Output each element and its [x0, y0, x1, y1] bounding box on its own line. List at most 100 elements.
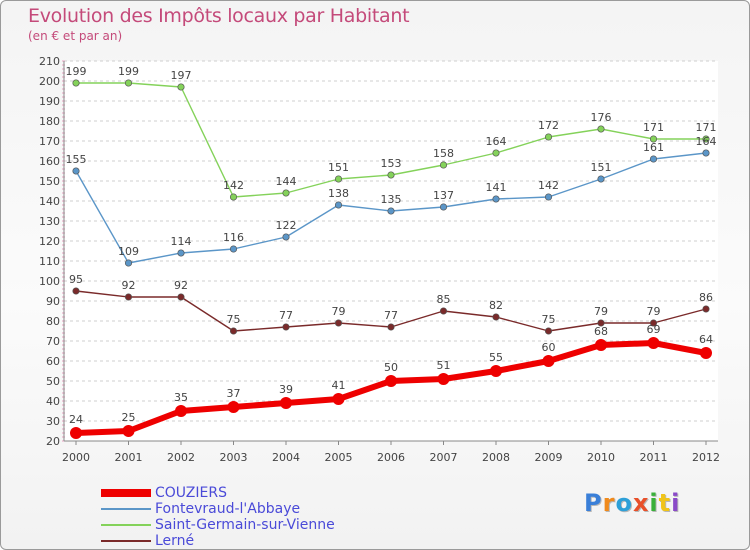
data-label: 95	[69, 273, 83, 286]
data-label: 82	[489, 299, 503, 312]
legend-label: Fontevraud-l'Abbaye	[155, 501, 301, 517]
data-label: 85	[437, 293, 451, 306]
data-label: 161	[643, 141, 664, 154]
data-point	[332, 393, 345, 405]
y-tick-label: 190	[39, 95, 60, 108]
data-label: 109	[118, 245, 139, 258]
data-label: 172	[538, 119, 559, 132]
data-point	[595, 339, 607, 351]
data-point	[492, 149, 500, 157]
data-label: 137	[433, 189, 454, 202]
data-point	[124, 79, 133, 87]
data-label: 171	[696, 121, 717, 134]
data-point	[700, 347, 712, 359]
x-tick-label: 2001	[115, 451, 143, 464]
chart-title: Evolution des Impôts locaux par Habitant	[28, 5, 410, 27]
logo-letter: t	[658, 489, 672, 517]
data-label: 25	[122, 411, 136, 424]
data-label: 122	[276, 219, 297, 232]
data-point	[229, 327, 238, 335]
label-layer: 24 25 35 37 39 41 50 51 55 60 68 69 64 155 109 114 116 12…	[66, 65, 717, 426]
data-label: 155	[66, 153, 87, 166]
data-point	[177, 249, 185, 257]
chart-subtitle: (en € et par an)	[28, 29, 123, 43]
legend-swatch	[101, 508, 151, 510]
data-label: 164	[696, 135, 717, 148]
x-tick-label: 2003	[220, 451, 248, 464]
data-label: 199	[118, 65, 139, 78]
data-point	[702, 305, 710, 313]
data-point	[597, 175, 605, 183]
data-point	[490, 365, 502, 377]
data-point	[649, 135, 658, 143]
data-point	[177, 83, 185, 91]
data-label: 158	[433, 147, 454, 160]
proxiti-logo: Proxiti	[584, 489, 680, 517]
logo-letter: i	[649, 489, 659, 517]
legend-label: Saint-Germain-sur-Vienne	[155, 517, 335, 533]
data-label: 75	[542, 313, 556, 326]
data-label: 64	[699, 333, 713, 346]
data-label: 35	[174, 391, 188, 404]
data-label: 50	[384, 361, 398, 374]
data-point	[282, 189, 290, 197]
y-tick-label: 120	[39, 235, 60, 248]
logo-letter: r	[602, 489, 616, 517]
y-tick-label: 130	[39, 215, 60, 228]
data-point	[334, 201, 343, 209]
data-label: 79	[594, 305, 608, 318]
data-point	[177, 293, 185, 301]
y-tick-label: 50	[46, 375, 60, 388]
data-label: 164	[486, 135, 507, 148]
y-tick-label: 150	[39, 175, 60, 188]
legend-swatch	[101, 489, 151, 497]
data-label: 92	[174, 279, 188, 292]
data-point	[544, 133, 553, 141]
data-point	[597, 125, 605, 133]
x-tick-label: 2004	[272, 451, 300, 464]
data-label: 79	[332, 305, 346, 318]
y-tick-label: 170	[39, 135, 60, 148]
y-tick-label: 200	[39, 75, 60, 88]
legend-label: COUZIERS	[155, 485, 227, 501]
data-label: 77	[384, 309, 398, 322]
data-label: 60	[542, 341, 556, 354]
data-point	[124, 259, 133, 267]
legend-swatch	[101, 524, 151, 526]
legend-swatch	[101, 540, 151, 542]
data-point	[334, 175, 343, 183]
data-label: 151	[591, 161, 612, 174]
y-tick-label: 100	[39, 275, 60, 288]
data-label: 77	[279, 309, 293, 322]
x-tick-label: 2012	[692, 451, 720, 464]
y-tick-label: 210	[39, 55, 60, 68]
data-label: 55	[489, 351, 503, 364]
data-point	[124, 293, 133, 301]
data-label: 135	[381, 193, 402, 206]
y-tick-label: 70	[46, 335, 60, 348]
y-tick-label: 20	[46, 435, 60, 448]
data-point	[544, 193, 553, 201]
data-label: 142	[538, 179, 559, 192]
data-label: 41	[332, 379, 346, 392]
series-layer	[70, 79, 712, 439]
data-label: 69	[647, 323, 661, 336]
y-tick-label: 80	[46, 315, 60, 328]
data-point	[122, 425, 135, 437]
y-tick-label: 30	[46, 415, 60, 428]
logo-letter: P	[584, 489, 603, 517]
y-tick-label: 40	[46, 395, 60, 408]
data-label: 114	[171, 235, 192, 248]
data-point	[227, 401, 240, 413]
data-point	[544, 327, 553, 335]
data-label: 68	[594, 325, 608, 338]
x-tick-label: 2011	[640, 451, 668, 464]
legend-label: Lerné	[155, 533, 195, 549]
x-tick-label: 2008	[482, 451, 510, 464]
data-point	[229, 193, 238, 201]
y-tick-label: 110	[39, 255, 60, 268]
y-tick-label: 60	[46, 355, 60, 368]
data-point	[282, 323, 290, 331]
data-label: 86	[699, 291, 713, 304]
